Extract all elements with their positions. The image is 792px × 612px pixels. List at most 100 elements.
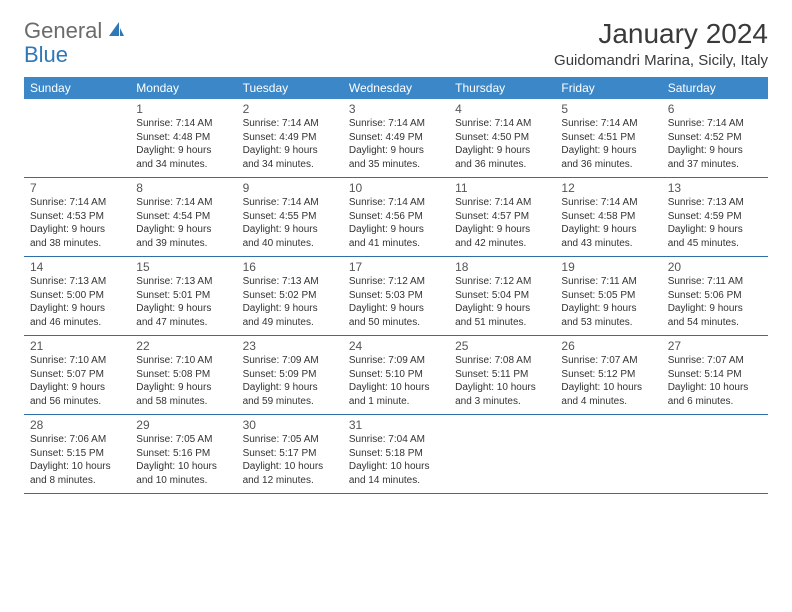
day-number: 5: [561, 102, 655, 116]
sunrise-text: Sunrise: 7:10 AM: [30, 354, 124, 368]
daylight-text: Daylight: 9 hours and 49 minutes.: [243, 302, 337, 329]
day-header-cell: Sunday: [24, 77, 130, 99]
day-cell: 23Sunrise: 7:09 AMSunset: 5:09 PMDayligh…: [237, 336, 343, 414]
day-number: 9: [243, 181, 337, 195]
day-cell: 21Sunrise: 7:10 AMSunset: 5:07 PMDayligh…: [24, 336, 130, 414]
sunrise-text: Sunrise: 7:14 AM: [136, 196, 230, 210]
sunset-text: Sunset: 5:08 PM: [136, 368, 230, 382]
sunrise-text: Sunrise: 7:07 AM: [668, 354, 762, 368]
logo-text-blue: Blue: [24, 42, 68, 67]
day-info: Sunrise: 7:05 AMSunset: 5:16 PMDaylight:…: [136, 433, 230, 487]
day-info: Sunrise: 7:14 AMSunset: 4:54 PMDaylight:…: [136, 196, 230, 250]
day-cell: 20Sunrise: 7:11 AMSunset: 5:06 PMDayligh…: [662, 257, 768, 335]
sunrise-text: Sunrise: 7:13 AM: [30, 275, 124, 289]
day-info: Sunrise: 7:09 AMSunset: 5:10 PMDaylight:…: [349, 354, 443, 408]
day-cell: 7Sunrise: 7:14 AMSunset: 4:53 PMDaylight…: [24, 178, 130, 256]
sunrise-text: Sunrise: 7:05 AM: [243, 433, 337, 447]
day-number: 15: [136, 260, 230, 274]
day-info: Sunrise: 7:13 AMSunset: 5:02 PMDaylight:…: [243, 275, 337, 329]
sunset-text: Sunset: 5:00 PM: [30, 289, 124, 303]
sunrise-text: Sunrise: 7:14 AM: [455, 196, 549, 210]
daylight-text: Daylight: 10 hours and 1 minute.: [349, 381, 443, 408]
sunset-text: Sunset: 5:17 PM: [243, 447, 337, 461]
sunset-text: Sunset: 5:14 PM: [668, 368, 762, 382]
day-info: Sunrise: 7:06 AMSunset: 5:15 PMDaylight:…: [30, 433, 124, 487]
daylight-text: Daylight: 9 hours and 46 minutes.: [30, 302, 124, 329]
day-cell: 1Sunrise: 7:14 AMSunset: 4:48 PMDaylight…: [130, 99, 236, 177]
day-info: Sunrise: 7:14 AMSunset: 4:50 PMDaylight:…: [455, 117, 549, 171]
sunrise-text: Sunrise: 7:11 AM: [561, 275, 655, 289]
sunrise-text: Sunrise: 7:12 AM: [455, 275, 549, 289]
day-info: Sunrise: 7:05 AMSunset: 5:17 PMDaylight:…: [243, 433, 337, 487]
sunrise-text: Sunrise: 7:14 AM: [349, 196, 443, 210]
day-header-cell: Monday: [130, 77, 236, 99]
day-number: 26: [561, 339, 655, 353]
day-number: 28: [30, 418, 124, 432]
sunset-text: Sunset: 4:54 PM: [136, 210, 230, 224]
logo-blue-row: Blue: [24, 42, 68, 68]
sunrise-text: Sunrise: 7:10 AM: [136, 354, 230, 368]
sunset-text: Sunset: 5:06 PM: [668, 289, 762, 303]
day-header-cell: Wednesday: [343, 77, 449, 99]
day-cell: 25Sunrise: 7:08 AMSunset: 5:11 PMDayligh…: [449, 336, 555, 414]
sunset-text: Sunset: 5:12 PM: [561, 368, 655, 382]
day-cell: 3Sunrise: 7:14 AMSunset: 4:49 PMDaylight…: [343, 99, 449, 177]
day-info: Sunrise: 7:14 AMSunset: 4:48 PMDaylight:…: [136, 117, 230, 171]
day-number: 21: [30, 339, 124, 353]
day-number: 31: [349, 418, 443, 432]
day-cell: 31Sunrise: 7:04 AMSunset: 5:18 PMDayligh…: [343, 415, 449, 493]
sunset-text: Sunset: 5:09 PM: [243, 368, 337, 382]
daylight-text: Daylight: 9 hours and 40 minutes.: [243, 223, 337, 250]
sunrise-text: Sunrise: 7:05 AM: [136, 433, 230, 447]
sunset-text: Sunset: 4:50 PM: [455, 131, 549, 145]
day-info: Sunrise: 7:13 AMSunset: 4:59 PMDaylight:…: [668, 196, 762, 250]
day-number: 7: [30, 181, 124, 195]
sunset-text: Sunset: 4:53 PM: [30, 210, 124, 224]
sunrise-text: Sunrise: 7:14 AM: [243, 117, 337, 131]
day-info: Sunrise: 7:12 AMSunset: 5:04 PMDaylight:…: [455, 275, 549, 329]
day-header-cell: Thursday: [449, 77, 555, 99]
daylight-text: Daylight: 9 hours and 59 minutes.: [243, 381, 337, 408]
day-cell: 29Sunrise: 7:05 AMSunset: 5:16 PMDayligh…: [130, 415, 236, 493]
daylight-text: Daylight: 9 hours and 38 minutes.: [30, 223, 124, 250]
sunset-text: Sunset: 4:58 PM: [561, 210, 655, 224]
day-info: Sunrise: 7:14 AMSunset: 4:49 PMDaylight:…: [349, 117, 443, 171]
day-cell: 17Sunrise: 7:12 AMSunset: 5:03 PMDayligh…: [343, 257, 449, 335]
sunrise-text: Sunrise: 7:06 AM: [30, 433, 124, 447]
logo-sail-icon: [106, 19, 126, 44]
day-cell: 10Sunrise: 7:14 AMSunset: 4:56 PMDayligh…: [343, 178, 449, 256]
daylight-text: Daylight: 9 hours and 36 minutes.: [561, 144, 655, 171]
daylight-text: Daylight: 10 hours and 10 minutes.: [136, 460, 230, 487]
sunset-text: Sunset: 5:03 PM: [349, 289, 443, 303]
day-number: 19: [561, 260, 655, 274]
day-cell: [662, 415, 768, 493]
day-info: Sunrise: 7:11 AMSunset: 5:06 PMDaylight:…: [668, 275, 762, 329]
day-info: Sunrise: 7:14 AMSunset: 4:55 PMDaylight:…: [243, 196, 337, 250]
sunrise-text: Sunrise: 7:13 AM: [136, 275, 230, 289]
day-number: 20: [668, 260, 762, 274]
sunset-text: Sunset: 5:01 PM: [136, 289, 230, 303]
day-info: Sunrise: 7:08 AMSunset: 5:11 PMDaylight:…: [455, 354, 549, 408]
day-cell: [449, 415, 555, 493]
sunset-text: Sunset: 4:59 PM: [668, 210, 762, 224]
sunrise-text: Sunrise: 7:11 AM: [668, 275, 762, 289]
daylight-text: Daylight: 9 hours and 34 minutes.: [136, 144, 230, 171]
day-cell: 27Sunrise: 7:07 AMSunset: 5:14 PMDayligh…: [662, 336, 768, 414]
sunrise-text: Sunrise: 7:08 AM: [455, 354, 549, 368]
day-info: Sunrise: 7:12 AMSunset: 5:03 PMDaylight:…: [349, 275, 443, 329]
daylight-text: Daylight: 9 hours and 34 minutes.: [243, 144, 337, 171]
day-info: Sunrise: 7:14 AMSunset: 4:56 PMDaylight:…: [349, 196, 443, 250]
title-block: January 2024 Guidomandri Marina, Sicily,…: [554, 18, 768, 69]
sunset-text: Sunset: 4:48 PM: [136, 131, 230, 145]
day-number: 27: [668, 339, 762, 353]
day-info: Sunrise: 7:13 AMSunset: 5:00 PMDaylight:…: [30, 275, 124, 329]
sunrise-text: Sunrise: 7:13 AM: [668, 196, 762, 210]
day-cell: 28Sunrise: 7:06 AMSunset: 5:15 PMDayligh…: [24, 415, 130, 493]
sunrise-text: Sunrise: 7:12 AM: [349, 275, 443, 289]
day-info: Sunrise: 7:10 AMSunset: 5:07 PMDaylight:…: [30, 354, 124, 408]
day-cell: [24, 99, 130, 177]
day-header-row: SundayMondayTuesdayWednesdayThursdayFrid…: [24, 77, 768, 99]
day-cell: 30Sunrise: 7:05 AMSunset: 5:17 PMDayligh…: [237, 415, 343, 493]
daylight-text: Daylight: 10 hours and 14 minutes.: [349, 460, 443, 487]
day-cell: 5Sunrise: 7:14 AMSunset: 4:51 PMDaylight…: [555, 99, 661, 177]
